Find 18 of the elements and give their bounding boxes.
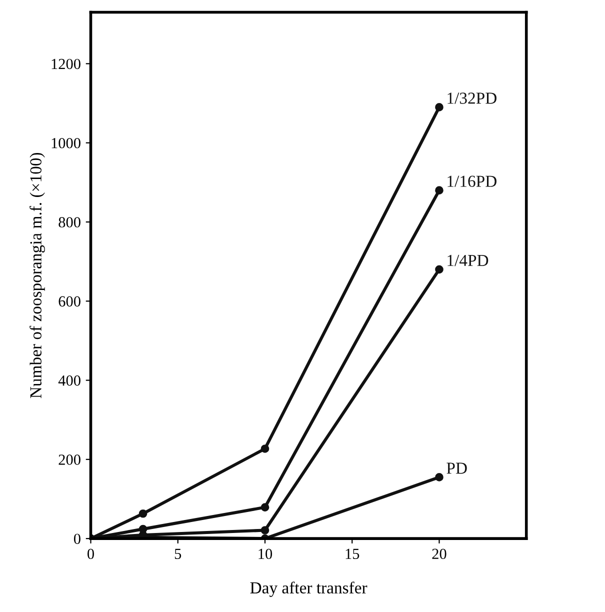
y-axis-title: Number of zoosporangia m.f. (×100) [30, 152, 45, 398]
y-tick-label: 800 [58, 217, 80, 228]
x-tick-label: 20 [432, 548, 446, 560]
x-axis-title: Day after transfer [250, 582, 368, 597]
y-tick-label: 1000 [52, 138, 80, 148]
y-tick-label: 0 [74, 534, 80, 544]
y-tick-label: 400 [58, 375, 80, 386]
series-label: 1/32PD [448, 92, 496, 104]
x-tick-label: 0 [88, 548, 94, 560]
y-tick-label: 200 [58, 454, 80, 465]
y-tick-label: 1200 [52, 58, 80, 70]
series-label: PD [446, 462, 467, 474]
x-tick-label: 5 [174, 548, 182, 560]
x-tick-label: 15 [346, 548, 360, 560]
y-tick-label: 600 [58, 296, 80, 307]
series-label: 1/16PD [448, 176, 496, 187]
series-label: 1/4PD [448, 254, 488, 266]
x-tick-label: 10 [258, 548, 272, 560]
